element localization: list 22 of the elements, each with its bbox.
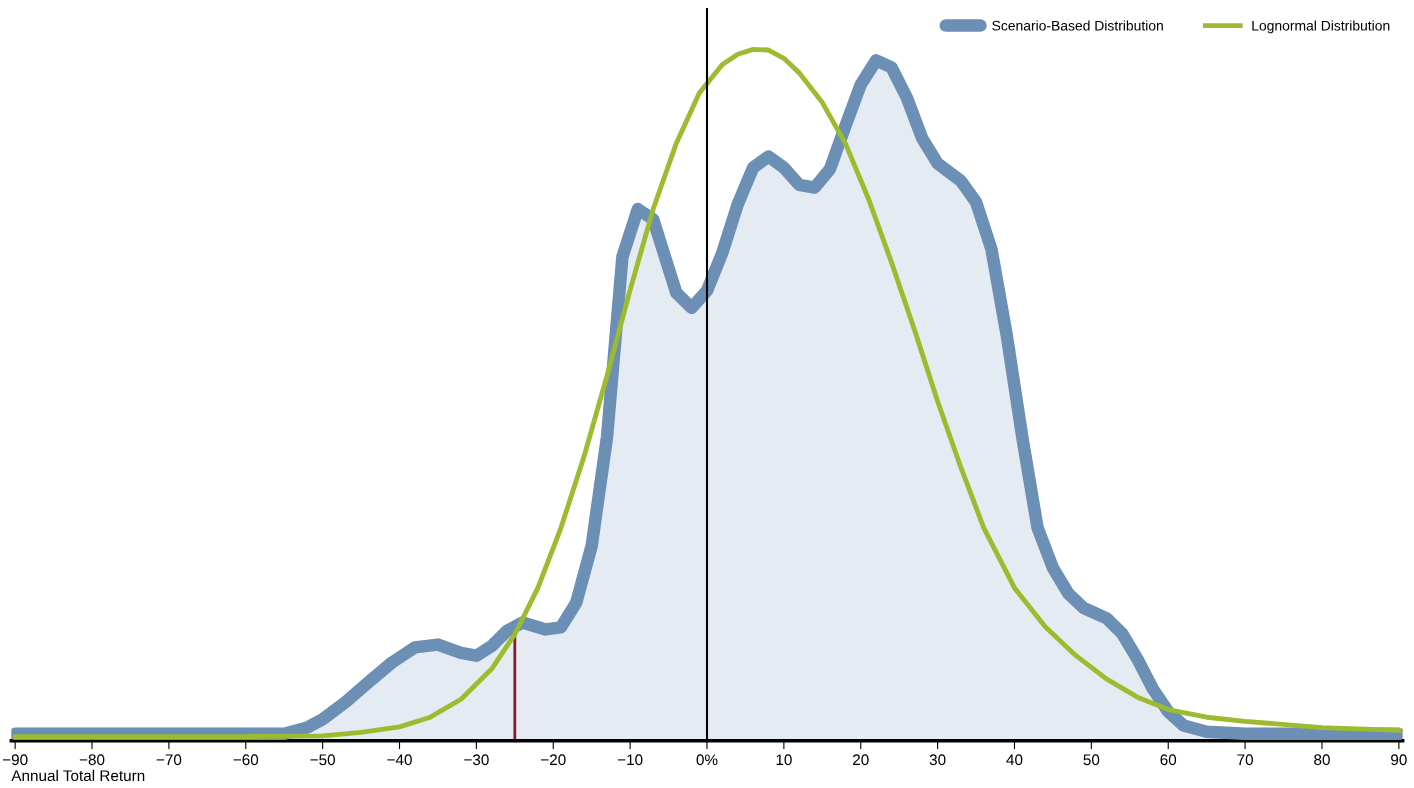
x-tick-label: 90: [1391, 754, 1407, 766]
x-tick-label: −30: [464, 754, 489, 766]
x-tick-label: 70: [1237, 754, 1253, 766]
x-tick-label: 10: [776, 754, 792, 766]
x-tick-label: −60: [233, 754, 259, 766]
x-tick-label: 60: [1160, 754, 1177, 766]
x-tick-label: −20: [541, 754, 566, 766]
x-tick-label: −10: [617, 754, 643, 766]
legend-label: Scenario-Based Distribution: [992, 20, 1163, 31]
legend-label: Lognormal Distribution: [1252, 20, 1390, 34]
x-tick-label: 0%: [696, 754, 718, 766]
x-tick-label: −40: [387, 754, 412, 766]
x-tick-label: −50: [310, 754, 335, 766]
x-tick-label: 40: [1006, 754, 1023, 766]
x-tick-label: 30: [929, 754, 946, 766]
x-tick-label: 80: [1314, 754, 1330, 766]
x-tick-label: 20: [853, 754, 869, 766]
x-tick-label: 50: [1083, 754, 1100, 766]
x-tick-label: −80: [79, 754, 105, 766]
x-axis-title: Annual Total Return: [11, 769, 145, 782]
x-tick-label: −70: [156, 754, 182, 766]
x-tick-label: −90: [2, 754, 28, 766]
